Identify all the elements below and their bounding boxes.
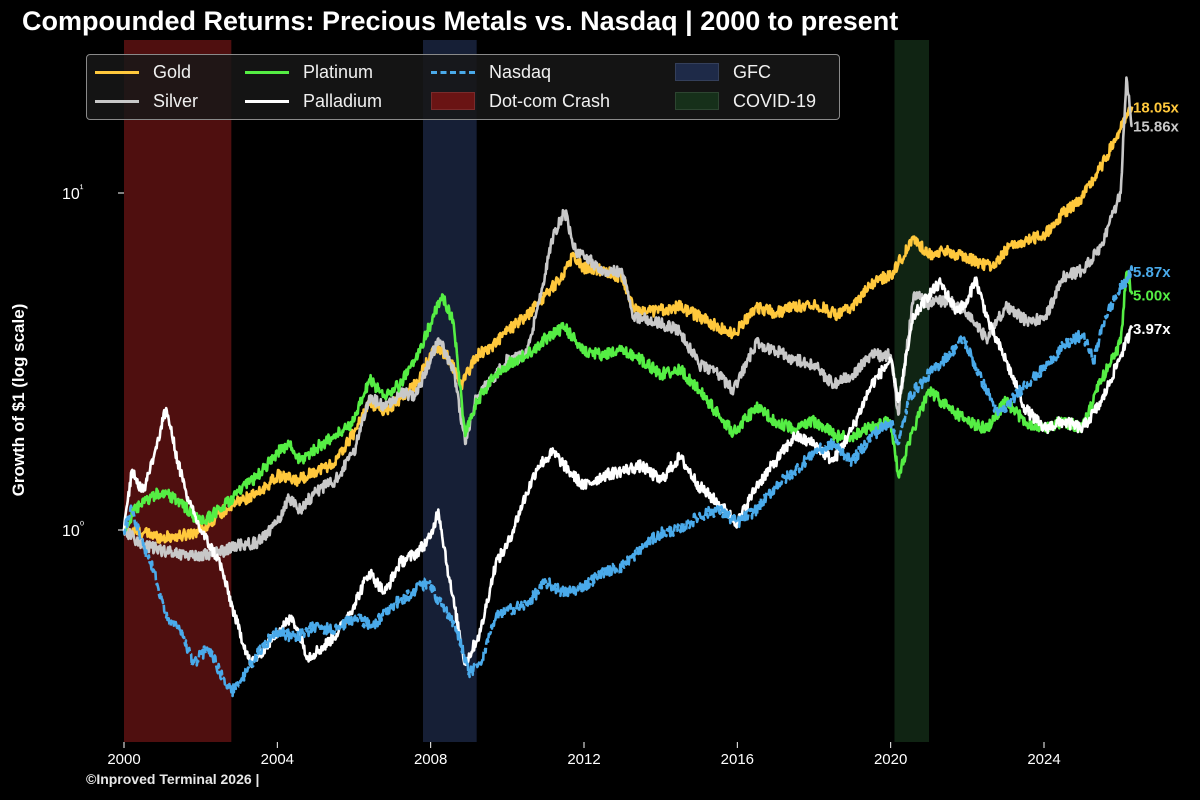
series-line-nasdaq bbox=[122, 265, 1134, 698]
legend-patch-swatch bbox=[675, 63, 719, 81]
legend-label: Silver bbox=[153, 90, 199, 111]
chart-title: Compounded Returns: Precious Metals vs. … bbox=[22, 6, 899, 36]
x-tick-label: 2024 bbox=[1027, 751, 1060, 768]
legend-label: COVID-19 bbox=[733, 90, 817, 111]
series-line-gold bbox=[122, 106, 1134, 544]
legend-label: Gold bbox=[153, 61, 192, 82]
legend-item-nasdaq: Nasdaq bbox=[431, 59, 551, 85]
legend-line-swatch bbox=[95, 99, 139, 103]
legend-line-swatch bbox=[245, 99, 289, 103]
x-tick-label: 2008 bbox=[414, 751, 447, 768]
x-tick-label: 2004 bbox=[261, 751, 294, 768]
x-tick-label: 2016 bbox=[721, 751, 754, 768]
legend-item-palladium: Palladium bbox=[245, 88, 382, 114]
end-label-platinum: 5.00x bbox=[1133, 287, 1171, 304]
end-label-silver: 15.86x bbox=[1133, 118, 1180, 135]
end-label-palladium: 3.97x bbox=[1133, 321, 1171, 338]
legend-label: Platinum bbox=[303, 61, 374, 82]
legend-item-covid-19: COVID-19 bbox=[675, 88, 816, 114]
axes: 2000 2004 2008 2012 2016 2020 2024 10⁰ 10¹ bbox=[62, 183, 1061, 768]
region-dot-com-crash bbox=[124, 40, 232, 742]
legend-item-silver: Silver bbox=[95, 88, 198, 114]
legend-item-dot-com-crash: Dot-com Crash bbox=[431, 88, 610, 114]
legend-line-swatch bbox=[95, 70, 139, 74]
y-tick-label: 10¹ bbox=[62, 183, 84, 203]
series-line-platinum bbox=[123, 270, 1134, 532]
legend-label: Palladium bbox=[303, 90, 383, 111]
legend-patch-swatch bbox=[431, 92, 475, 110]
shaded-regions bbox=[124, 40, 929, 742]
credit-text: ©Inproved Terminal 2026 | bbox=[86, 771, 260, 787]
legend-line-swatch bbox=[245, 70, 289, 74]
series-line-silver bbox=[122, 76, 1133, 562]
legend-label: Nasdaq bbox=[489, 61, 552, 82]
end-label-gold: 18.05x bbox=[1133, 100, 1180, 117]
x-tick-label: 2020 bbox=[874, 751, 907, 768]
x-tick-label: 2000 bbox=[107, 751, 140, 768]
x-tick-label: 2012 bbox=[567, 751, 600, 768]
legend-patch-swatch bbox=[675, 92, 719, 110]
y-axis-label: Growth of $1 (log scale) bbox=[9, 304, 28, 497]
legend: Gold Silver Platinum Palladium Nasdaq Dot-com… bbox=[86, 54, 840, 120]
series-line-palladium bbox=[122, 276, 1134, 669]
legend-dash-swatch bbox=[431, 70, 475, 74]
legend-label: GFC bbox=[733, 61, 771, 82]
y-tick-label: 10⁰ bbox=[62, 520, 85, 540]
series-lines bbox=[122, 76, 1134, 698]
end-label-nasdaq: 5.87x bbox=[1133, 264, 1171, 281]
region-gfc bbox=[423, 40, 477, 742]
legend-item-gfc: GFC bbox=[675, 59, 771, 85]
legend-item-platinum: Platinum bbox=[245, 59, 373, 85]
legend-item-gold: Gold bbox=[95, 59, 191, 85]
legend-label: Dot-com Crash bbox=[489, 90, 611, 111]
